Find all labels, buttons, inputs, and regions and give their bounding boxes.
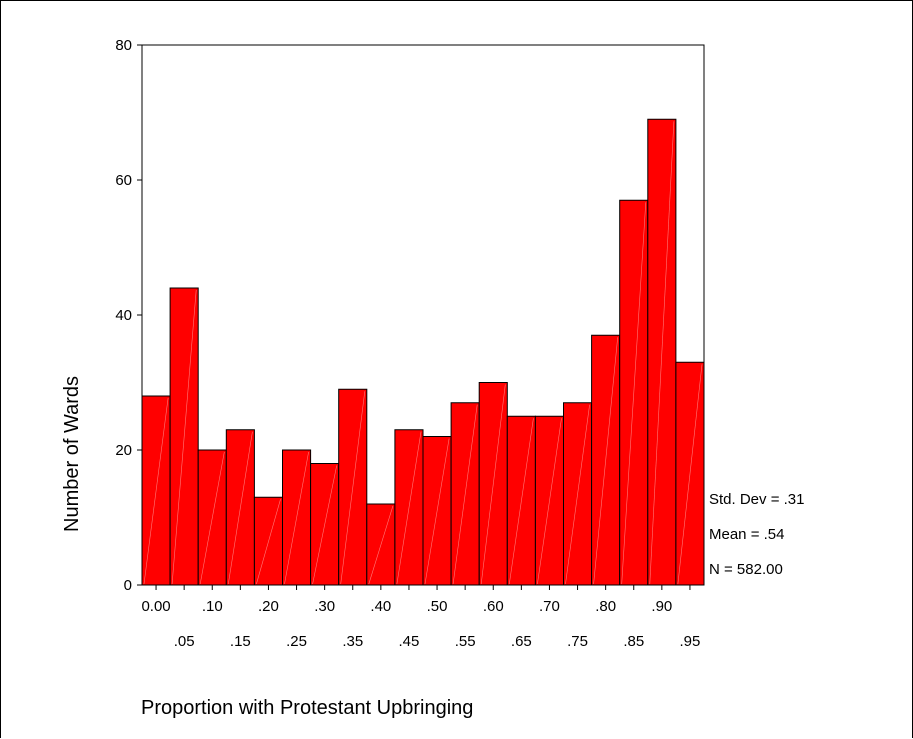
- bar-shading-line: [340, 391, 366, 585]
- bar-shading-line: [452, 404, 478, 585]
- x-tick-label: .45: [399, 633, 420, 650]
- bar-shading-line: [199, 451, 225, 585]
- n-label: N = 582.00: [709, 561, 783, 578]
- x-tick-label: .30: [314, 598, 335, 615]
- bar-shading-line: [509, 418, 534, 585]
- bar-shading-line: [368, 505, 394, 585]
- bar-shading-line: [171, 289, 197, 585]
- bar-shading-line: [677, 364, 703, 585]
- x-tick-label: .20: [258, 598, 279, 615]
- summary-statistics: Std. Dev = .31 Mean = .54 N = 582.00: [709, 491, 804, 578]
- bar-shading-line: [480, 384, 506, 585]
- mean-label: Mean = .54: [709, 526, 784, 543]
- bar-shading-line: [396, 431, 422, 585]
- x-tick-label: .40: [370, 598, 391, 615]
- bar-shading-line: [537, 418, 562, 585]
- x-tick-label: .95: [680, 633, 701, 650]
- x-tick-label: .90: [651, 598, 672, 615]
- bar-shading-line: [621, 202, 647, 585]
- x-axis-ticks: 0.00 .05 .10 .15 .20 .25 .30 .35 .40 .45 .50 .55 .60…: [141, 585, 700, 650]
- bar-shading-line: [228, 431, 253, 585]
- x-tick-label: .65: [511, 633, 532, 650]
- histogram-bars: [141, 118, 705, 586]
- y-tick-label: 60: [115, 172, 132, 189]
- x-tick-label: .50: [427, 598, 448, 615]
- x-tick-label: .15: [230, 633, 251, 650]
- bar-shading-line: [312, 465, 337, 585]
- y-tick-label: 80: [115, 37, 132, 54]
- x-tick-label: .85: [623, 633, 644, 650]
- x-tick-label: .75: [567, 633, 588, 650]
- x-tick-label: .70: [539, 598, 560, 615]
- x-tick-label: .25: [286, 633, 307, 650]
- x-tick-label: .80: [595, 598, 616, 615]
- x-axis-title: Proportion with Protestant Upbringing: [141, 697, 473, 719]
- std-dev-label: Std. Dev = .31: [709, 491, 804, 508]
- y-axis-ticks: 0 20 40 60 80: [115, 37, 142, 594]
- x-tick-label: .10: [202, 598, 223, 615]
- bar-shading-line: [593, 337, 618, 585]
- bar-shading-line: [284, 451, 309, 585]
- x-tick-label: .60: [483, 598, 504, 615]
- x-tick-label: .35: [342, 633, 363, 650]
- y-tick-label: 20: [115, 442, 132, 459]
- y-tick-label: 0: [124, 577, 132, 594]
- bar-shading-line: [256, 499, 281, 585]
- bar-shading-line: [424, 438, 450, 585]
- bar-shading-line: [565, 404, 590, 585]
- y-tick-label: 40: [115, 307, 132, 324]
- y-axis-title: Number of Wards: [61, 376, 83, 532]
- bar-shading-line: [143, 397, 169, 585]
- x-tick-label: 0.00: [141, 598, 170, 615]
- x-tick-label: .55: [455, 633, 476, 650]
- x-tick-label: .05: [174, 633, 195, 650]
- bar-shading-line: [649, 121, 675, 585]
